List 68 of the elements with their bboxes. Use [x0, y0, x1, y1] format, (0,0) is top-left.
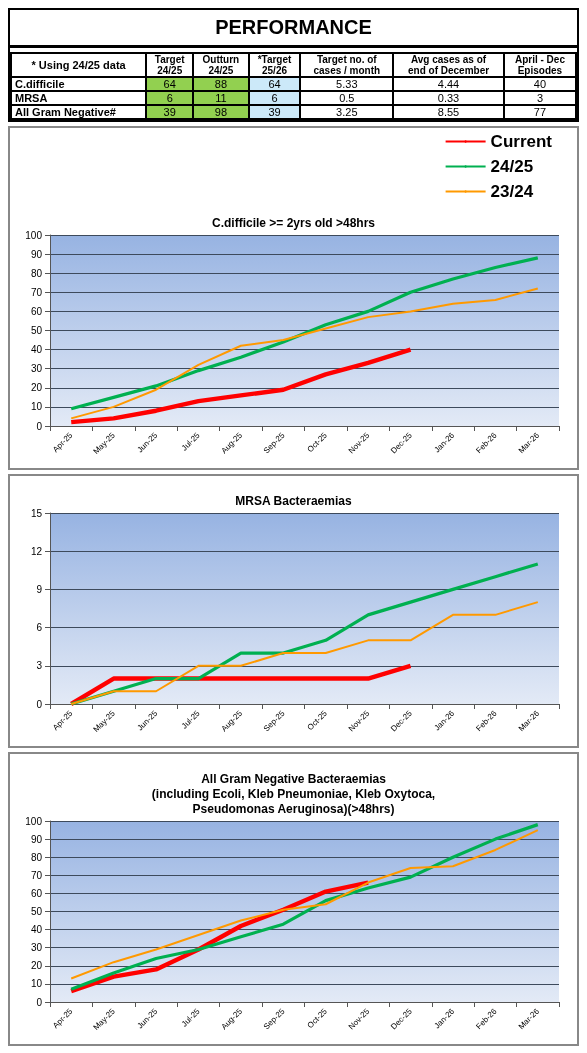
y-tick-label: 70	[30, 869, 43, 881]
y-tick-label: 80	[30, 267, 43, 279]
y-tick-label: 15	[30, 507, 43, 519]
y-tick-label: 3	[36, 660, 43, 672]
y-tick-label: 30	[30, 363, 43, 375]
y-tick-label: 70	[30, 286, 43, 298]
legend-label: Current	[490, 132, 553, 151]
y-tick-label: 50	[30, 906, 43, 917]
y-tick-label: 20	[30, 382, 43, 394]
category-label: All Gram Negative#	[15, 106, 116, 118]
category-label: Target no. of cases / month	[300, 53, 394, 77]
text: 0.33	[437, 92, 460, 104]
text: * Using 24/25 data	[11, 53, 147, 77]
y-tick-label: 90	[30, 833, 43, 845]
y-tick-label: 80	[30, 851, 43, 863]
line-series	[70, 601, 539, 705]
y-tick-label: 10	[30, 401, 43, 413]
line-series	[69, 256, 540, 411]
y-tick-label: 40	[30, 344, 43, 356]
category-label: Avg cases as of end of December	[393, 53, 504, 77]
text: 77	[533, 106, 547, 118]
text: 98	[214, 106, 228, 118]
category-label: C.difficile	[15, 78, 65, 90]
y-tick-label: 0	[36, 698, 43, 710]
y-tick-label: 50	[30, 325, 43, 336]
category-label: *Target 25/26	[248, 53, 301, 77]
text: 3.25	[336, 106, 358, 118]
line-series	[70, 287, 539, 420]
chart-title: C.difficile >= 2yrs old >48hrs	[211, 215, 376, 230]
category-label: April - Dec Episodes	[503, 53, 576, 77]
text: 4.44	[437, 78, 460, 90]
y-tick-label: 20	[30, 960, 43, 972]
legend-label: 24/25	[490, 157, 534, 176]
text: 64	[268, 78, 281, 90]
y-tick-label: 40	[30, 924, 43, 936]
line-series	[69, 880, 371, 994]
category-label: Outturn 24/25	[193, 53, 249, 77]
text: 0.5	[339, 92, 355, 104]
line-series	[69, 347, 413, 425]
text: 6	[166, 92, 173, 104]
text: 8.55	[437, 106, 460, 118]
text: 88	[214, 78, 228, 90]
category-label: MRSA	[15, 92, 48, 104]
text: 39	[163, 106, 176, 118]
category-label: Target 24/25	[146, 53, 194, 77]
y-tick-label: 10	[30, 978, 43, 990]
y-tick-label: 12	[30, 545, 43, 557]
y-tick-label: 100	[25, 815, 43, 827]
text: 11	[215, 92, 227, 104]
y-tick-label: 6	[36, 622, 43, 634]
y-tick-label: 60	[30, 305, 43, 317]
text: 3	[536, 92, 543, 104]
legend-label: 23/24	[490, 182, 534, 201]
text: PERFORMANCE	[10, 10, 577, 48]
y-tick-label: 0	[36, 420, 43, 432]
text: 40	[533, 78, 547, 90]
text: 6	[271, 92, 278, 104]
text: 39	[268, 106, 281, 118]
y-tick-label: 0	[36, 996, 43, 1008]
text: 5.33	[336, 78, 358, 90]
y-tick-label: 9	[36, 583, 43, 595]
y-tick-label: 30	[30, 942, 43, 954]
y-tick-label: 90	[30, 248, 43, 260]
chart-title: MRSA Bacteraemias	[235, 493, 352, 508]
chart-title: All Gram Negative Bacteraemias (including Ecoli, Kleb Pneumoniae, Kleb Oxytoca, Pseudomonas Aeruginosa)(>48hrs)	[151, 771, 436, 816]
y-tick-label: 100	[25, 229, 43, 241]
y-tick-label: 60	[30, 887, 43, 899]
text: 64	[163, 78, 176, 90]
